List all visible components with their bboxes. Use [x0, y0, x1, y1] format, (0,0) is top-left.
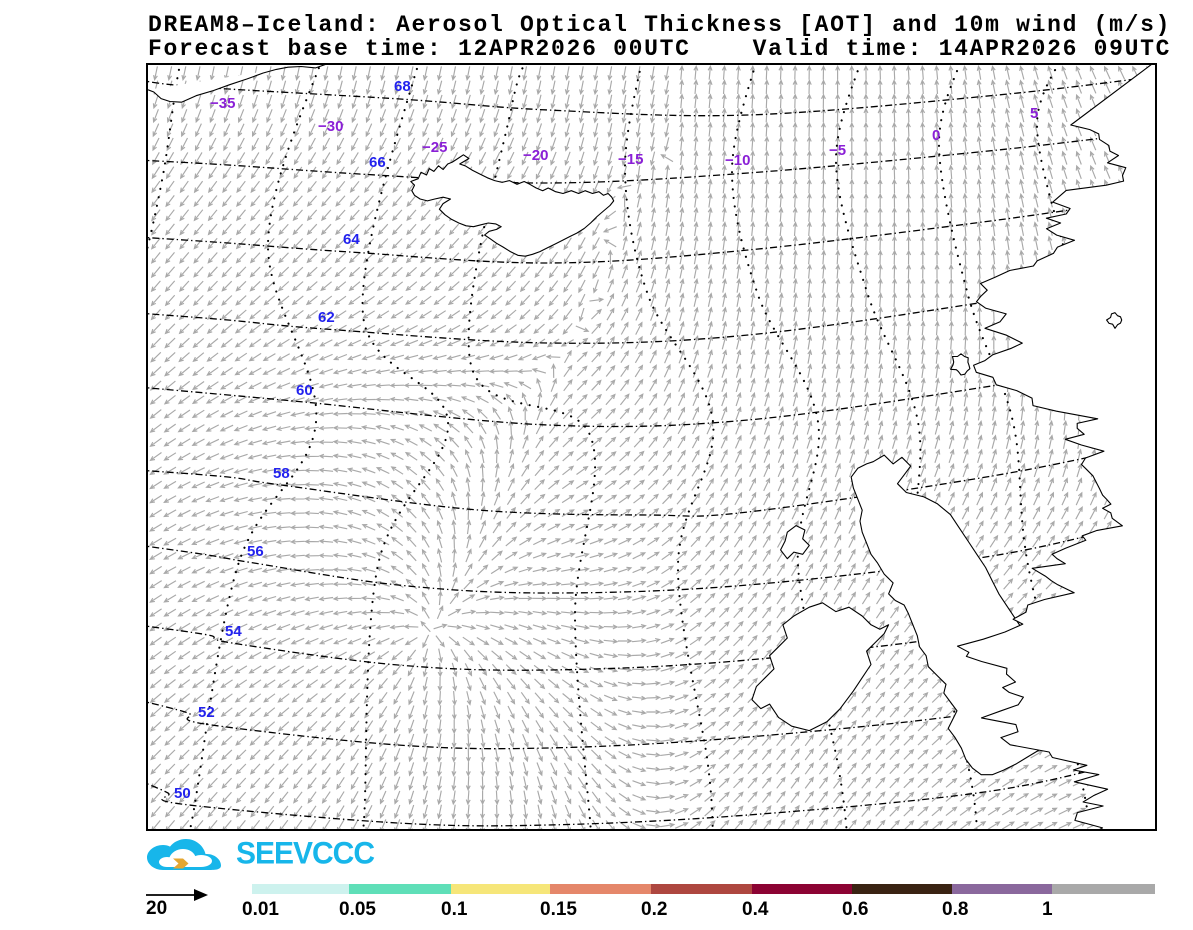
svg-text:50: 50	[174, 785, 191, 802]
svg-text:20: 20	[146, 898, 167, 919]
svg-text:−35: −35	[210, 95, 235, 112]
svg-text:68: 68	[394, 78, 411, 95]
svg-text:0.01: 0.01	[242, 899, 279, 920]
svg-text:−15: −15	[618, 151, 643, 168]
svg-text:0.4: 0.4	[742, 899, 769, 920]
svg-text:−20: −20	[523, 147, 548, 164]
svg-text:0.1: 0.1	[441, 899, 468, 920]
svg-text:0.15: 0.15	[540, 899, 577, 920]
svg-text:1: 1	[1042, 899, 1053, 920]
svg-text:−25: −25	[422, 139, 447, 156]
svg-text:−30: −30	[318, 118, 343, 135]
svg-text:52: 52	[198, 704, 215, 721]
svg-text:0.05: 0.05	[339, 899, 376, 920]
svg-text:58: 58	[273, 465, 290, 482]
svg-text:56: 56	[247, 543, 264, 560]
svg-text:−5: −5	[829, 142, 846, 159]
svg-text:54: 54	[225, 623, 242, 640]
svg-text:SEEVCCC: SEEVCCC	[236, 835, 375, 871]
svg-text:−10: −10	[725, 152, 750, 169]
svg-text:0.6: 0.6	[842, 899, 868, 920]
svg-text:62: 62	[318, 309, 335, 326]
svg-text:0: 0	[932, 127, 940, 144]
svg-text:64: 64	[343, 231, 360, 248]
svg-text:66: 66	[369, 154, 386, 171]
svg-text:60: 60	[296, 382, 313, 399]
svg-text:5: 5	[1030, 105, 1038, 122]
svg-text:0.2: 0.2	[641, 899, 667, 920]
svg-text:0.8: 0.8	[942, 899, 968, 920]
